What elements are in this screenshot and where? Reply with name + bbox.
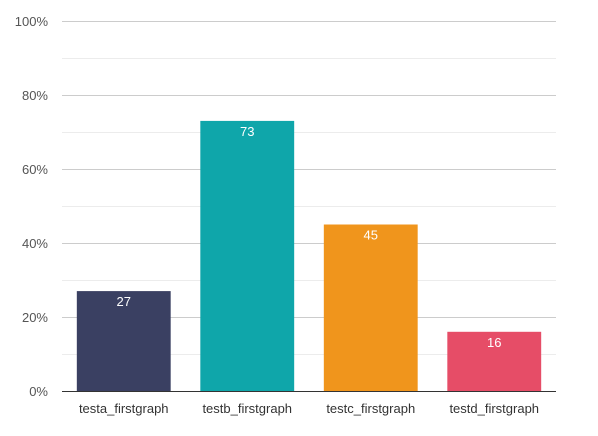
y-tick-label: 80%: [22, 88, 48, 103]
x-tick-label: testc_firstgraph: [326, 401, 415, 416]
y-tick-label: 40%: [22, 236, 48, 251]
bar-testd_firstgraph[interactable]: [447, 331, 542, 391]
labels: 0% 20% 40% 60% 80% 100% 27 testa_firstgraph 73 te…: [15, 14, 539, 416]
data-label: 45: [364, 228, 378, 243]
y-tick-label: 0%: [29, 384, 48, 399]
x-tick-label: testa_firstgraph: [79, 401, 169, 416]
bars: [76, 120, 542, 392]
x-tick-label: testb_firstgraph: [202, 401, 292, 416]
data-label: 27: [117, 294, 131, 309]
y-tick-label: 60%: [22, 162, 48, 177]
y-tick-label: 100%: [15, 14, 49, 29]
bar-testa_firstgraph[interactable]: [76, 291, 171, 391]
x-tick-label: testd_firstgraph: [449, 401, 539, 416]
data-label: 73: [240, 124, 254, 139]
data-label: 16: [487, 335, 501, 350]
bar-testb_firstgraph[interactable]: [200, 120, 295, 392]
y-tick-label: 20%: [22, 310, 48, 325]
bar-testc_firstgraph[interactable]: [323, 224, 418, 392]
